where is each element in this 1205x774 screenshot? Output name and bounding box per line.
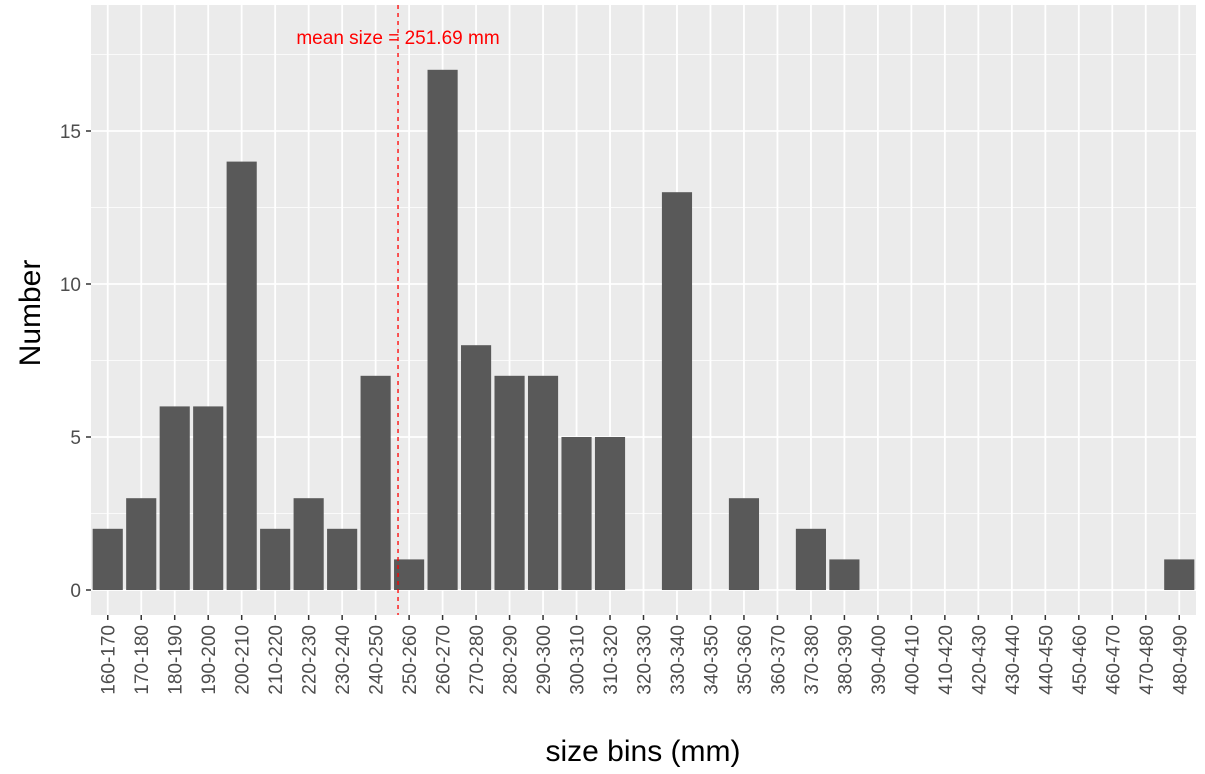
bar-210-220	[260, 528, 291, 590]
x-tick-label: 180-190	[166, 625, 187, 695]
x-tick-label: 270-280	[467, 625, 488, 695]
x-tick-label: 240-250	[367, 625, 388, 695]
y-tick-label: 0	[70, 581, 81, 602]
x-tick-label: 440-450	[1036, 625, 1057, 695]
x-tick-label: 260-270	[434, 625, 455, 695]
bar-330-340	[661, 192, 693, 590]
x-tick-label: 350-360	[735, 625, 756, 695]
bar-180-190	[159, 406, 190, 590]
bar-160-170	[92, 528, 123, 590]
x-tick-label: 360-370	[768, 625, 789, 695]
bar-310-320	[594, 437, 626, 590]
x-tick-label: 460-470	[1103, 625, 1124, 695]
x-tick-label: 280-290	[501, 625, 522, 695]
x-tick-label: 430-440	[1003, 625, 1024, 695]
x-tick-label: 230-240	[333, 625, 354, 695]
x-tick-label: 250-260	[400, 625, 421, 695]
x-tick-label: 300-310	[568, 625, 589, 695]
bar-240-250	[360, 375, 391, 590]
bar-250-260	[394, 559, 425, 590]
bar-230-240	[327, 528, 358, 590]
x-tick-label: 410-420	[936, 625, 957, 695]
bar-290-300	[527, 375, 559, 590]
x-axis-title: size bins (mm)	[545, 735, 740, 768]
bars	[92, 69, 1195, 591]
x-tick-label: 220-230	[300, 625, 321, 695]
bar-350-360	[728, 498, 760, 590]
mean-annotation: mean size = 251.69 mm	[296, 28, 499, 49]
x-tick-label: 480-490	[1170, 625, 1191, 695]
bar-370-380	[795, 528, 826, 590]
x-tick-label: 330-340	[668, 625, 689, 695]
bar-380-390	[829, 559, 860, 590]
x-tick-label: 370-380	[802, 625, 823, 695]
x-tick-label: 210-220	[266, 625, 287, 695]
x-tick-label: 420-430	[969, 625, 990, 695]
bar-190-200	[193, 406, 224, 590]
bar-260-270	[427, 69, 458, 591]
y-tick-label: 10	[60, 275, 81, 296]
bar-270-280	[461, 345, 492, 590]
x-tick-label: 290-300	[534, 625, 555, 695]
y-tick-label: 5	[70, 428, 81, 449]
y-axis-title: Number	[14, 260, 47, 367]
bar-220-230	[293, 498, 324, 590]
x-tick-label: 310-320	[601, 625, 622, 695]
x-tick-label: 170-180	[132, 625, 153, 695]
x-tick-label: 450-460	[1070, 625, 1091, 695]
x-tick-label: 390-400	[869, 625, 890, 695]
x-tick-label: 190-200	[199, 625, 220, 695]
x-tick-label: 320-330	[635, 625, 656, 695]
x-tick-label: 160-170	[99, 625, 120, 695]
bar-200-210	[226, 161, 257, 590]
y-axis-ticks: 0 5 10 15	[60, 122, 91, 602]
bar-300-310	[561, 437, 592, 590]
bar-480-490	[1164, 559, 1195, 590]
x-axis-ticks: 160-170 170-180 180-190 190-200 200-210 210-2…	[99, 615, 1191, 695]
bar-170-180	[126, 498, 157, 590]
x-tick-label: 380-390	[835, 625, 856, 695]
x-tick-label: 340-350	[701, 625, 722, 695]
x-tick-label: 400-410	[902, 625, 923, 695]
x-tick-label: 200-210	[233, 625, 254, 695]
x-tick-label: 470-480	[1137, 625, 1158, 695]
bar-280-290	[494, 375, 525, 590]
y-tick-label: 15	[60, 122, 81, 143]
